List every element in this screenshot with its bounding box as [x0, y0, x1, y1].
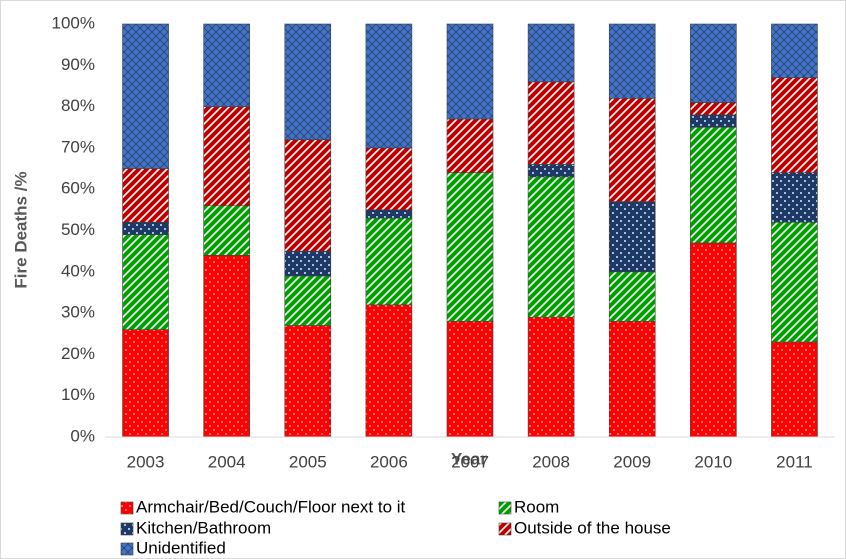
- y-tick-label: 100%: [52, 13, 95, 32]
- y-axis-title: Fire Deaths /%: [11, 171, 30, 288]
- bar-segment: [122, 168, 169, 223]
- y-tick-label: 80%: [61, 96, 95, 115]
- bar-segment: [771, 77, 818, 173]
- bar-segment: [122, 329, 169, 438]
- bar-segment: [446, 321, 494, 438]
- bar-segment: [690, 114, 737, 128]
- bar-segment: [527, 164, 575, 178]
- bar-segment: [527, 23, 575, 83]
- bar-segment: [365, 209, 413, 219]
- bar-segment: [527, 176, 575, 318]
- bar-segment: [203, 205, 250, 256]
- y-tick-label: 40%: [61, 261, 95, 280]
- bar-segment: [203, 23, 250, 107]
- bar-segment: [365, 217, 413, 306]
- x-tick-label: 2008: [532, 452, 570, 471]
- bar-segment: [203, 254, 250, 438]
- bar-segment: [284, 139, 332, 252]
- legend-swatch: [120, 522, 134, 536]
- y-tick-label: 20%: [61, 344, 95, 363]
- x-axis-title: Year: [451, 449, 487, 468]
- bar-segment: [446, 172, 494, 322]
- bar-segment: [203, 106, 250, 207]
- bar-segment: [608, 321, 656, 438]
- x-tick-label: 2006: [370, 452, 408, 471]
- bar-segment: [771, 23, 818, 78]
- x-tick-label: 2003: [127, 452, 165, 471]
- y-tick-label: 60%: [61, 179, 95, 198]
- bar-segment: [365, 147, 413, 211]
- x-tick-label: 2011: [776, 452, 813, 471]
- bar-segment: [527, 81, 575, 165]
- bar-segment: [365, 304, 413, 438]
- bar-segment: [608, 98, 656, 202]
- y-tick-label: 50%: [61, 220, 95, 239]
- bar-segment: [608, 23, 656, 99]
- bar-segment: [284, 325, 332, 438]
- legend-swatch: [120, 542, 134, 556]
- bar-segment: [527, 316, 575, 438]
- y-tick-label: 0%: [70, 426, 95, 445]
- legend-swatch: [498, 522, 512, 536]
- legend-label: Outside of the house: [514, 518, 671, 537]
- bar-segment: [608, 271, 656, 322]
- bar-segment: [365, 23, 413, 149]
- x-tick-label: 2009: [613, 452, 651, 471]
- bar-segment: [771, 221, 818, 343]
- legend-label: Unidentified: [136, 538, 226, 557]
- bar-segment: [446, 118, 494, 173]
- bar-segment: [284, 275, 332, 326]
- bar-segment: [284, 23, 332, 140]
- bar-segment: [690, 126, 737, 244]
- bar-segment: [690, 242, 737, 438]
- bar-segment: [690, 23, 737, 103]
- y-tick-label: 70%: [61, 137, 95, 156]
- bar-segment: [608, 201, 656, 273]
- legend-swatch: [120, 501, 134, 515]
- legend-swatch: [498, 501, 512, 515]
- x-tick-label: 2004: [208, 452, 246, 471]
- x-tick-label: 2010: [694, 452, 732, 471]
- bar-segment: [284, 250, 332, 277]
- legend-label: Room: [514, 497, 559, 516]
- bar-segment: [122, 221, 169, 235]
- y-tick-label: 30%: [61, 303, 95, 322]
- legend-label: Armchair/Bed/Couch/Floor next to it: [136, 497, 406, 516]
- x-tick-label: 2007: [451, 452, 489, 471]
- bar-segment: [122, 23, 169, 169]
- y-tick-label: 10%: [61, 385, 95, 404]
- y-tick-label: 90%: [61, 55, 95, 74]
- bar-segment: [771, 341, 818, 438]
- bar-segment: [771, 172, 818, 223]
- bar-segment: [122, 234, 169, 330]
- bar-segment: [446, 23, 494, 120]
- legend-label: Kitchen/Bathroom: [136, 518, 271, 537]
- bar-segment: [690, 102, 737, 116]
- x-tick-label: 2005: [289, 452, 327, 471]
